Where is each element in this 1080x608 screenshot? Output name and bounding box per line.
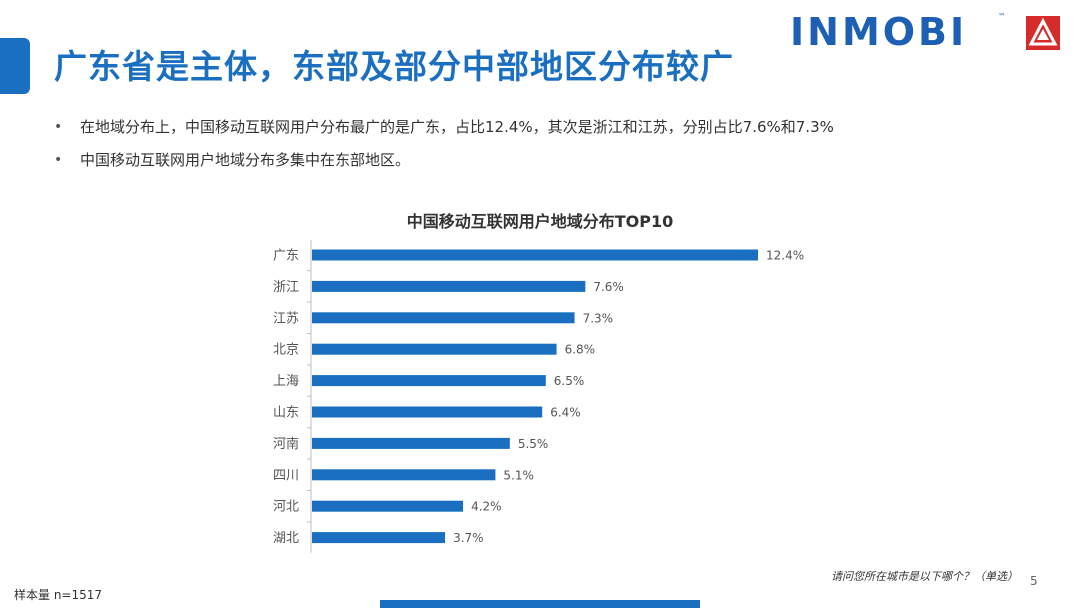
bar	[312, 249, 758, 261]
bar	[312, 280, 586, 292]
slide-title: 广东省是主体，东部及部分中部地区分布较广	[54, 47, 734, 86]
category-label: 湖北	[273, 531, 299, 546]
value-label: 7.6%	[593, 280, 624, 294]
sample-size-note: 样本量 n=1517	[14, 588, 103, 602]
trademark-mark: ™	[998, 12, 1006, 21]
bar	[312, 532, 446, 544]
bullet-list: 在地域分布上，中国移动互联网用户分布最广的是广东，占比12.4%，其次是浙江和江…	[52, 118, 834, 184]
inmobi-logo: INMOBI	[790, 10, 968, 54]
bar	[312, 469, 496, 481]
bar	[312, 500, 464, 512]
bar	[312, 437, 510, 449]
value-label: 12.4%	[766, 249, 804, 263]
value-label: 6.5%	[554, 374, 585, 388]
category-label: 河南	[273, 436, 299, 452]
category-label: 广东	[273, 249, 299, 264]
title-accent-bar	[0, 38, 30, 94]
logo-badge-icon	[1026, 16, 1060, 50]
value-label: 6.8%	[565, 343, 596, 357]
category-label: 四川	[273, 468, 299, 483]
bullet-item: 中国移动互联网用户地域分布多集中在东部地区。	[52, 151, 834, 169]
page-number: 5	[1030, 574, 1038, 588]
value-label: 6.4%	[550, 406, 581, 420]
chart-title: 中国移动互联网用户地域分布TOP10	[406, 212, 674, 231]
value-label: 3.7%	[453, 531, 484, 545]
bar	[312, 312, 575, 324]
category-label: 江苏	[273, 310, 299, 326]
value-label: 5.1%	[503, 468, 534, 482]
category-label: 浙江	[273, 280, 299, 295]
value-label: 4.2%	[471, 500, 502, 514]
category-label: 河北	[273, 500, 299, 515]
category-label: 上海	[273, 374, 299, 389]
category-label: 北京	[273, 343, 299, 358]
value-label: 7.3%	[583, 311, 614, 325]
bar	[312, 343, 557, 355]
bar	[312, 375, 546, 387]
bullet-item: 在地域分布上，中国移动互联网用户分布最广的是广东，占比12.4%，其次是浙江和江…	[52, 118, 834, 136]
bar	[312, 406, 543, 418]
category-label: 山东	[273, 406, 299, 421]
value-label: 5.5%	[518, 437, 549, 451]
survey-question-note: 请问您所在城市是以下哪个？（单选）	[831, 570, 1018, 583]
bottom-decor-bar	[380, 600, 700, 608]
